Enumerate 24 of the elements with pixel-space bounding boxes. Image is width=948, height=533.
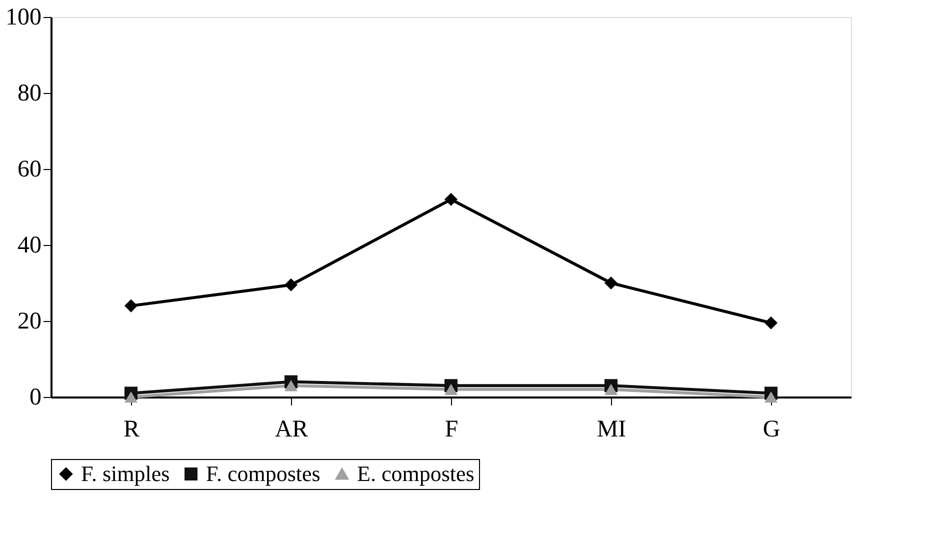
point [284, 278, 298, 292]
x-tick-label: AR [274, 416, 308, 442]
point [604, 384, 618, 396]
x-tick-label: G [762, 416, 780, 442]
x-tick-label: F [444, 416, 458, 442]
point [124, 299, 138, 312]
y-tick-label: 0 [30, 384, 42, 410]
point [124, 391, 138, 403]
point [444, 384, 458, 396]
point [764, 316, 778, 330]
legend-label: F. simples [81, 461, 170, 486]
y-tick-label: 20 [18, 308, 42, 334]
point [764, 391, 778, 403]
legend-label: E. compostes [357, 461, 474, 486]
legend-label: F. compostes [206, 461, 320, 486]
point [284, 380, 298, 392]
y-tick-label: 40 [18, 232, 42, 258]
y-tick-label: 80 [18, 80, 42, 106]
point [444, 192, 458, 206]
x-tick-label: R [123, 416, 140, 442]
y-tick-label: 60 [18, 156, 42, 182]
x-tick-label: MI [596, 416, 626, 442]
y-tick-label: 100 [6, 4, 42, 30]
point [604, 276, 618, 290]
